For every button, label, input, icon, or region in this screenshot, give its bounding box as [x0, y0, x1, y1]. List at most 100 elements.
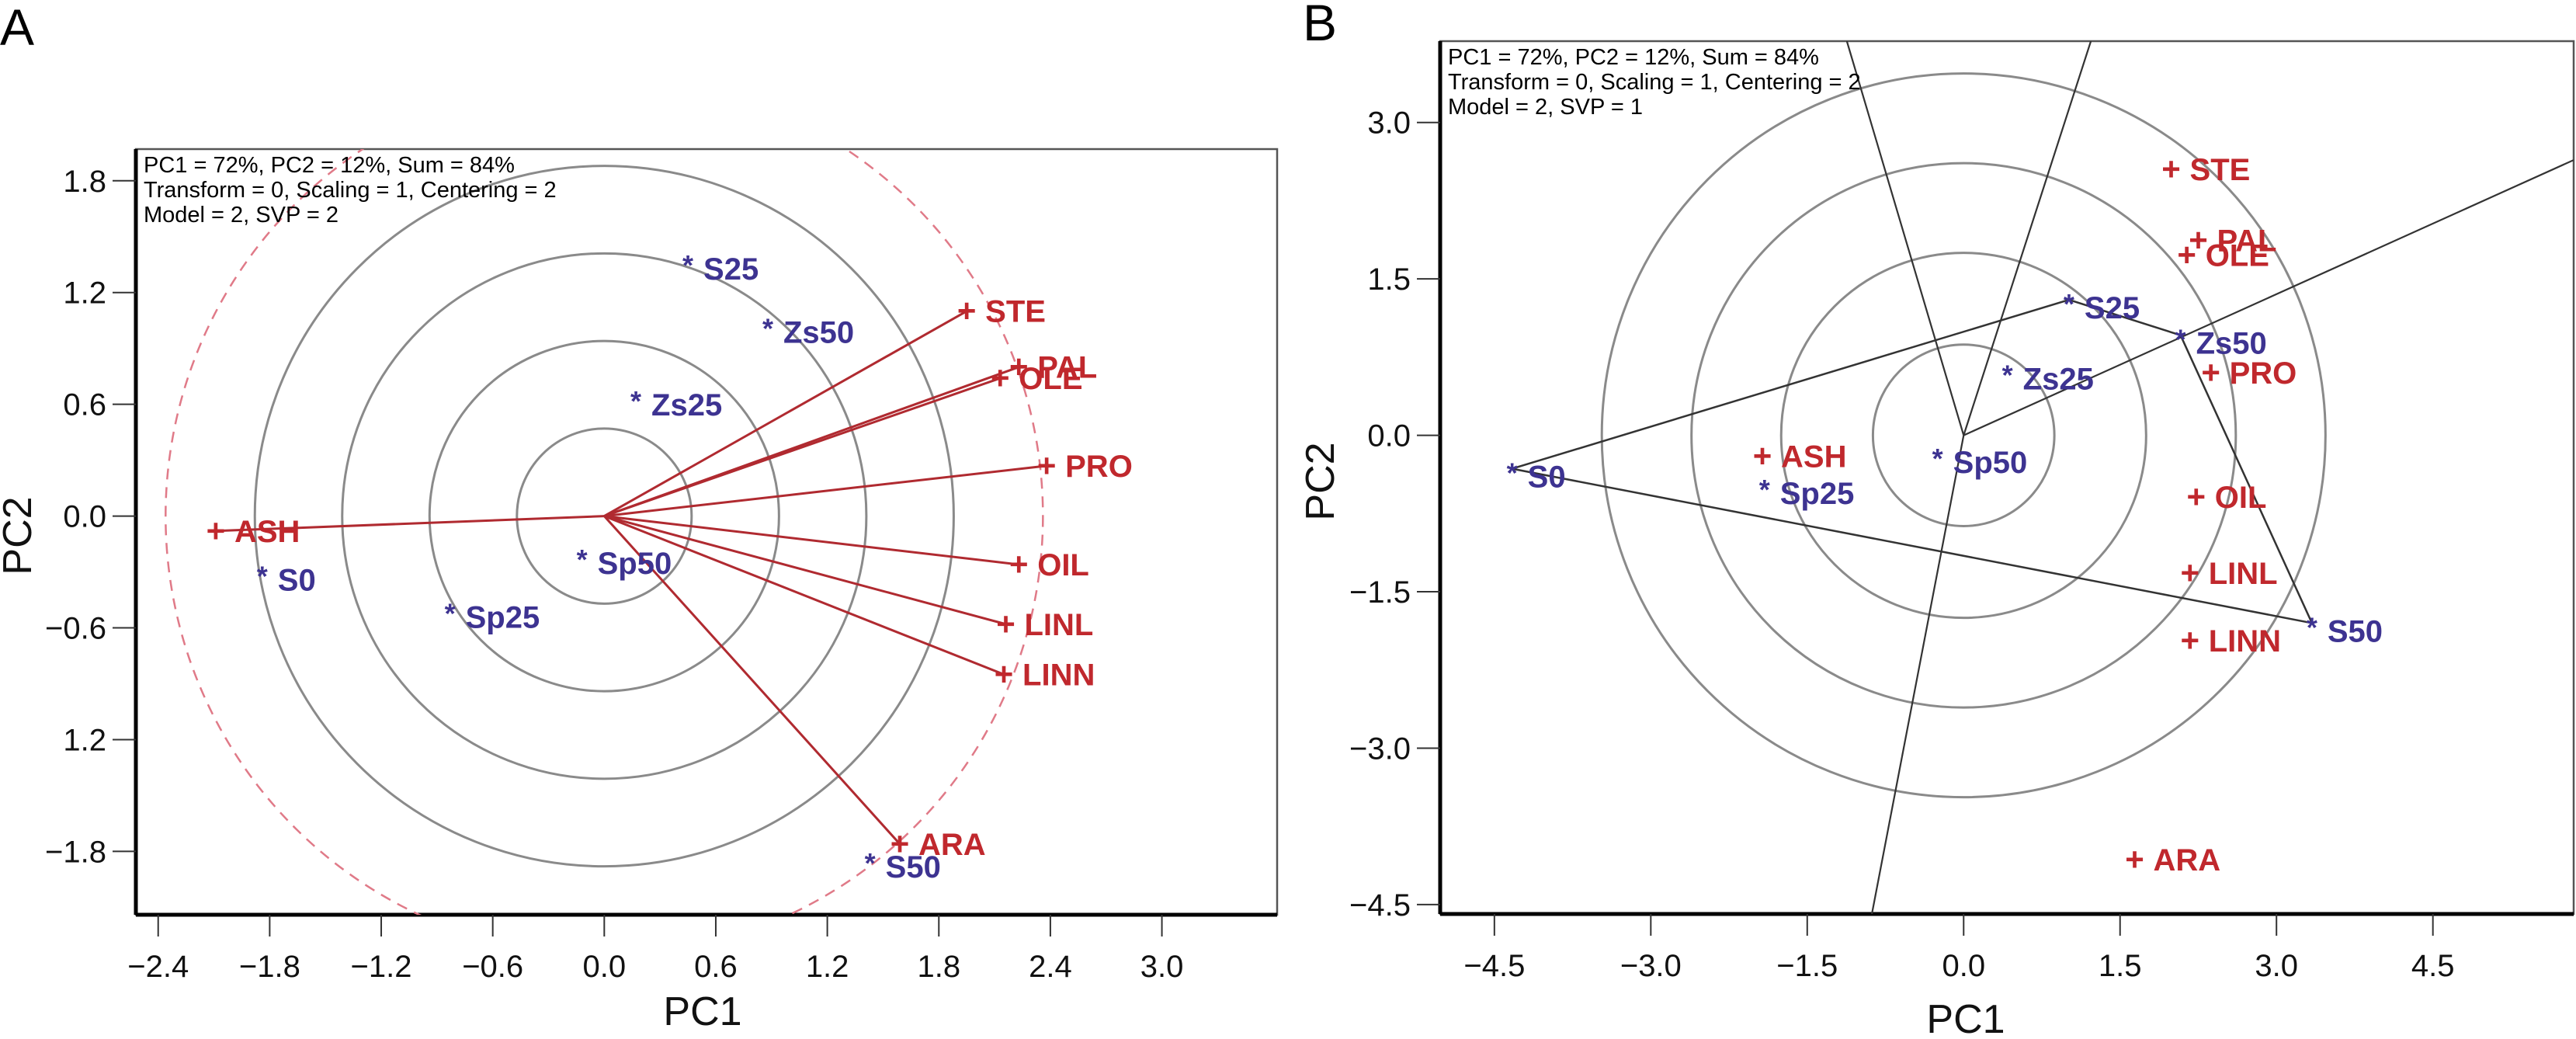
genotype-label: Sp25: [466, 601, 540, 635]
trait-label: LINL: [2209, 557, 2278, 591]
trait-vector: [603, 310, 967, 517]
trait-label: ASH: [234, 515, 300, 549]
trait-label: LINL: [1024, 608, 1093, 642]
y-tick-label: 1.2: [63, 723, 106, 757]
genotype-marker-asterisk: *: [1932, 443, 1943, 474]
y-tick-label: −3.0: [1349, 731, 1411, 766]
x-tick-label: −1.2: [351, 950, 412, 984]
concentric-circle: [253, 165, 955, 868]
trait-label: OLE: [2206, 238, 2269, 273]
genotype-marker-asterisk: *: [1759, 474, 1770, 506]
trait-label: ASH: [1781, 440, 1846, 474]
y-tick-label: 1.2: [63, 276, 106, 311]
trait-marker-plus: +: [2125, 841, 2144, 877]
trait-marker-plus: +: [2161, 151, 2181, 187]
trait-label: OIL: [1037, 548, 1089, 582]
x-tick-label: 0.0: [583, 950, 627, 984]
y-tick-label: 1.8: [63, 165, 106, 199]
concentric-circle: [1600, 72, 2327, 799]
which-won-where-polygon: [1512, 298, 2314, 625]
y-tick-label: −4.5: [1349, 888, 1411, 923]
trait-label: PAL: [1037, 351, 1097, 385]
genotype-marker-asterisk: *: [865, 847, 876, 879]
y-tick-label: 1.5: [1367, 262, 1411, 297]
x-axis-title: PC1: [663, 989, 741, 1034]
genotype-label: S50: [886, 850, 941, 884]
trait-marker-plus: +: [2189, 221, 2208, 258]
x-tick-label: 2.4: [1029, 950, 1072, 984]
trait-label: ARA: [918, 828, 986, 862]
dashed-unit-circle: [165, 149, 1044, 915]
genotype-marker-asterisk: *: [257, 561, 268, 592]
trait-marker-plus: +: [2187, 478, 2206, 515]
concentric-circle: [341, 252, 868, 780]
genotype-label: S25: [703, 252, 759, 287]
genotype-label: S50: [2328, 614, 2383, 648]
biplot-info-line: PC1 = 72%, PC2 = 12%, Sum = 84%: [1448, 45, 1819, 70]
genotype-label: Sp50: [598, 547, 672, 581]
trait-label: LINN: [1022, 658, 1095, 693]
trait-marker-plus: +: [1009, 349, 1029, 385]
x-axis-title: PC1: [1926, 997, 2005, 1039]
genotype-marker-asterisk: *: [1507, 457, 1518, 489]
trait-label: STE: [2190, 153, 2251, 187]
sector-ray: [1845, 41, 1965, 436]
biplot-panel-a: A+ STE+ PAL+ OLE+ PRO+ OIL+ LINL+ LINN+ ARA+ ASH*…: [0, 0, 1279, 1034]
genotype-label: Sp25: [1780, 477, 1855, 511]
concentric-circle: [1871, 343, 2056, 527]
concentric-circle: [1690, 162, 2238, 709]
x-tick-label: −4.5: [1463, 949, 1525, 983]
trait-marker-plus: +: [1753, 437, 1772, 474]
concentric-circle: [516, 427, 693, 605]
biplot-info-line: Transform = 0, Scaling = 1, Centering = …: [1448, 70, 1861, 95]
trait-label: OLE: [1019, 362, 1082, 396]
x-tick-label: −1.8: [239, 950, 300, 984]
genotype-label: Zs25: [651, 388, 722, 422]
x-tick-label: 3.0: [2255, 949, 2298, 983]
trait-marker-plus: +: [957, 293, 977, 329]
trait-marker-plus: +: [2177, 236, 2196, 273]
concentric-circle: [1779, 252, 2147, 620]
plot-frame: [134, 148, 1279, 916]
trait-label: ARA: [2154, 843, 2221, 877]
x-tick-label: 1.8: [917, 950, 960, 984]
genotype-label: S25: [2085, 291, 2140, 325]
panel-letter: B: [1303, 0, 1337, 51]
y-tick-label: −1.5: [1349, 575, 1411, 610]
y-tick-label: 0.0: [1367, 419, 1411, 453]
x-tick-label: −0.6: [462, 950, 523, 984]
trait-marker-plus: +: [995, 656, 1014, 693]
trait-label: PRO: [2230, 356, 2297, 391]
trait-vector: [603, 377, 1001, 518]
y-axis-title: PC2: [1298, 442, 1343, 520]
trait-label: LINN: [2209, 624, 2281, 658]
x-tick-label: 4.5: [2411, 949, 2455, 983]
panel-letter: A: [0, 0, 34, 56]
x-tick-label: −1.5: [1776, 949, 1838, 983]
genotype-label: S0: [1528, 460, 1566, 495]
x-tick-label: 3.0: [1140, 950, 1184, 984]
trait-marker-plus: +: [1009, 546, 1029, 582]
trait-vector: [603, 515, 1006, 626]
trait-marker-plus: +: [991, 360, 1010, 396]
genotype-marker-asterisk: *: [2064, 288, 2074, 320]
genotype-marker-asterisk: *: [445, 598, 456, 630]
trait-marker-plus: +: [2201, 354, 2220, 391]
trait-vector: [604, 464, 1047, 518]
y-tick-label: −0.6: [45, 612, 106, 646]
y-tick-label: 0.6: [63, 388, 106, 422]
trait-vector: [603, 515, 901, 845]
x-tick-label: 0.0: [1942, 949, 1985, 983]
genotype-marker-asterisk: *: [682, 249, 693, 281]
x-tick-label: −2.4: [127, 950, 189, 984]
biplot-info-line: PC1 = 72%, PC2 = 12%, Sum = 84%: [144, 153, 515, 178]
genotype-marker-asterisk: *: [2002, 359, 2013, 391]
plot-area: + STE+ PAL+ OLE+ PRO+ OIL+ LINL+ LINN+ ARA+ ASH* S…: [1507, 41, 2574, 914]
genotype-label: S0: [278, 564, 316, 598]
biplot-info-line: Transform = 0, Scaling = 1, Centering = …: [144, 178, 557, 203]
genotype-marker-asterisk: *: [762, 313, 773, 345]
trait-label: PRO: [1065, 450, 1133, 484]
trait-label: OIL: [2215, 481, 2267, 515]
trait-vector: [215, 515, 605, 533]
